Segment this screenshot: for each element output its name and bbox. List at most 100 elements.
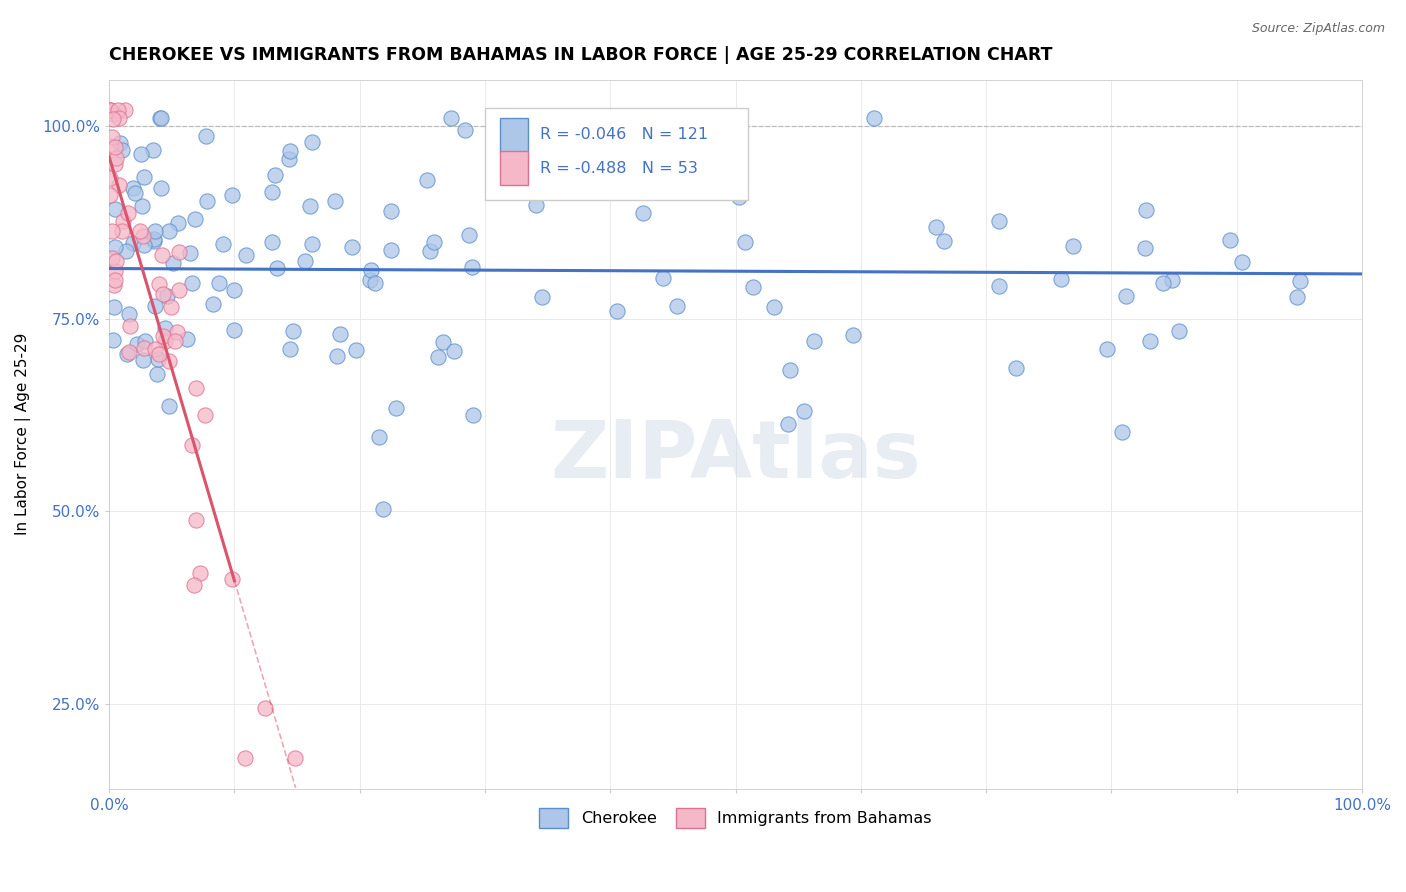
- Point: [1139, 334, 1161, 349]
- Point: [440, 112, 463, 126]
- Point: [1219, 233, 1241, 247]
- Point: [208, 277, 231, 291]
- Point: [181, 438, 204, 452]
- Point: [143, 342, 166, 356]
- Point: [101, 333, 124, 347]
- Point: [233, 751, 256, 765]
- Point: [419, 244, 441, 259]
- Point: [1230, 254, 1253, 268]
- Point: [163, 334, 186, 348]
- Point: [1286, 290, 1309, 304]
- Point: [631, 206, 654, 220]
- Point: [131, 228, 153, 243]
- Point: [103, 277, 125, 292]
- Point: [301, 135, 323, 149]
- Point: [149, 112, 172, 126]
- Point: [363, 276, 385, 290]
- Point: [278, 152, 301, 166]
- Point: [108, 136, 131, 150]
- Point: [741, 280, 763, 294]
- Point: [323, 194, 346, 208]
- Point: [1160, 272, 1182, 286]
- Point: [104, 202, 127, 216]
- Point: [988, 213, 1011, 227]
- Point: [167, 216, 190, 230]
- Point: [326, 349, 349, 363]
- Point: [651, 270, 673, 285]
- Point: [385, 401, 408, 416]
- Point: [122, 236, 145, 251]
- Point: [132, 352, 155, 367]
- Point: [1168, 324, 1191, 338]
- Point: [157, 224, 180, 238]
- Point: [329, 326, 352, 341]
- Point: [103, 264, 125, 278]
- Point: [167, 283, 190, 297]
- Text: ZIPAtlas: ZIPAtlas: [550, 417, 921, 494]
- Point: [260, 235, 283, 249]
- Point: [359, 273, 381, 287]
- Point: [416, 173, 439, 187]
- Point: [104, 273, 127, 287]
- Point: [422, 235, 444, 249]
- Point: [728, 190, 751, 204]
- Point: [340, 240, 363, 254]
- Point: [987, 279, 1010, 293]
- Point: [153, 320, 176, 334]
- Point: [107, 178, 129, 192]
- Point: [368, 429, 391, 443]
- Point: [194, 128, 217, 143]
- Point: [127, 337, 149, 351]
- Point: [129, 224, 152, 238]
- Point: [111, 224, 134, 238]
- Point: [103, 107, 125, 121]
- Point: [842, 327, 865, 342]
- Point: [120, 318, 142, 333]
- Point: [156, 289, 179, 303]
- Point: [380, 203, 402, 218]
- Point: [284, 751, 307, 765]
- Point: [183, 211, 205, 226]
- Point: [1062, 239, 1084, 253]
- Point: [432, 334, 454, 349]
- Point: [454, 122, 477, 136]
- Text: CHEROKEE VS IMMIGRANTS FROM BAHAMAS IN LABOR FORCE | AGE 25-29 CORRELATION CHART: CHEROKEE VS IMMIGRANTS FROM BAHAMAS IN L…: [110, 46, 1053, 64]
- Point: [371, 502, 394, 516]
- Point: [134, 169, 156, 184]
- FancyBboxPatch shape: [501, 152, 527, 186]
- Point: [157, 353, 180, 368]
- Legend: Cherokee, Immigrants from Bahamas: Cherokee, Immigrants from Bahamas: [533, 802, 938, 834]
- Point: [143, 234, 166, 248]
- Point: [264, 168, 287, 182]
- Point: [254, 701, 277, 715]
- Point: [278, 145, 301, 159]
- Point: [148, 277, 170, 291]
- Point: [1133, 241, 1156, 255]
- Point: [278, 342, 301, 356]
- Point: [129, 147, 152, 161]
- Point: [104, 253, 127, 268]
- Point: [803, 334, 825, 348]
- Point: [1111, 425, 1133, 439]
- Point: [117, 206, 139, 220]
- Point: [1289, 275, 1312, 289]
- Point: [143, 224, 166, 238]
- Point: [112, 214, 135, 228]
- Point: [134, 334, 156, 348]
- Point: [118, 345, 141, 359]
- Point: [104, 140, 127, 154]
- Point: [202, 297, 225, 311]
- Point: [101, 251, 124, 265]
- Text: Source: ZipAtlas.com: Source: ZipAtlas.com: [1251, 22, 1385, 36]
- Point: [143, 300, 166, 314]
- Point: [581, 119, 603, 133]
- Point: [157, 400, 180, 414]
- Point: [121, 180, 143, 194]
- Point: [167, 244, 190, 259]
- FancyBboxPatch shape: [501, 118, 527, 152]
- Point: [103, 300, 125, 314]
- Point: [184, 513, 207, 527]
- Point: [152, 329, 174, 343]
- Point: [1095, 342, 1118, 356]
- Point: [212, 237, 235, 252]
